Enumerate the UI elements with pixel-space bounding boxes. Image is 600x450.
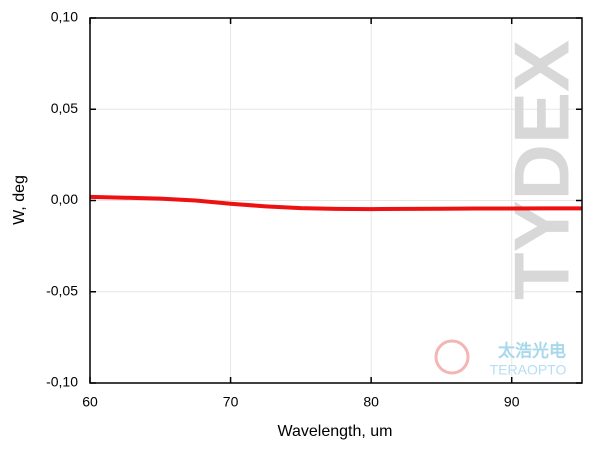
y-tick-label: 0,00 [51,191,78,207]
y-tick-label: -0,05 [46,282,78,298]
logo-ring [434,339,470,375]
x-tick-label: 80 [363,394,379,410]
x-tick-label: 90 [504,394,520,410]
watermark: TYDEX [498,40,586,300]
plot [89,194,582,212]
x-tick-label: 70 [223,394,239,410]
watermark: TERAOPTO [490,362,567,378]
y-axis-label: W, deg [11,175,28,225]
watermark: 太浩光电 [498,340,566,360]
x-axis-label: Wavelength, um [277,423,392,440]
data-line [89,194,582,212]
y-tick-label: 0,10 [51,9,78,25]
y-tick-label: -0,10 [46,374,78,390]
y-tick-label: 0,05 [51,100,78,116]
x-tick-label: 60 [82,394,98,410]
